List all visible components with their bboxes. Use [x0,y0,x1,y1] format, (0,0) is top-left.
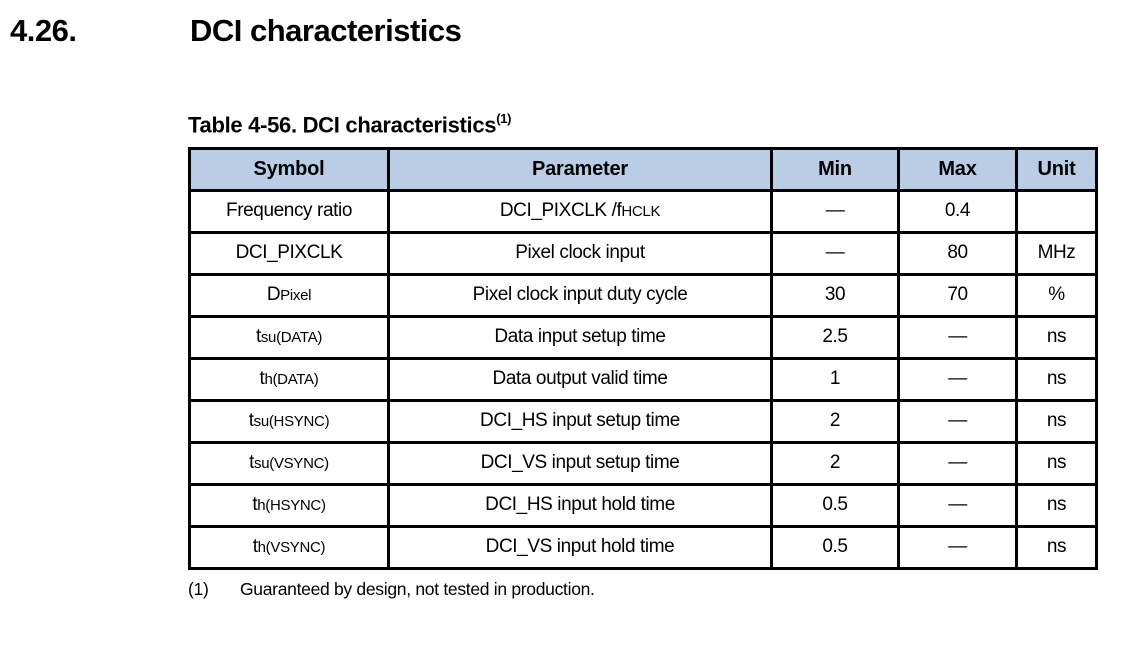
symbol-cell: th(DATA) [188,356,390,402]
table-caption: Table 4-56. DCI characteristics(1) [188,110,1136,138]
symbol-cell: Frequency ratio [188,188,390,234]
header-unit: Unit [1015,146,1098,192]
max-cell: — [897,398,1018,444]
unit-cell: ns [1015,482,1098,528]
table-row: tsu(DATA) Data input setup time 2.5 — ns [188,314,1098,360]
max-cell: — [897,524,1018,570]
unit-cell: ns [1015,440,1098,486]
symbol-cell: tsu(HSYNC) [188,398,390,444]
section-number: 4.26. [10,13,77,48]
symbol-cell: th(HSYNC) [188,482,390,528]
table-header-row: Symbol Parameter Min Max Unit [188,146,1098,192]
unit-cell: ns [1015,314,1098,360]
min-cell: 0.5 [770,524,900,570]
table-row: th(DATA) Data output valid time 1 — ns [188,356,1098,402]
header-min: Min [770,146,900,192]
parameter-cell: Pixel clock input [387,230,773,276]
max-cell: — [897,440,1018,486]
min-cell: — [770,230,900,276]
symbol-cell: tsu(VSYNC) [188,440,390,486]
symbol-cell: DCI_PIXCLK [188,230,390,276]
footnote-marker: (1) [188,578,209,599]
min-cell: 30 [770,272,900,318]
parameter-cell: Pixel clock input duty cycle [387,272,773,318]
unit-cell: ns [1015,398,1098,444]
min-cell: — [770,188,900,234]
table-row: Frequency ratio DCI_PIXCLK /fHCLK — 0.4 [188,188,1098,234]
max-cell: — [897,356,1018,402]
section-heading: 4.26. DCI characteristics [0,0,1136,49]
parameter-cell: Data input setup time [387,314,773,360]
symbol-cell: tsu(DATA) [188,314,390,360]
footnote-text: Guaranteed by design, not tested in prod… [240,578,595,599]
table-row: th(VSYNC) DCI_VS input hold time 0.5 — n… [188,524,1098,570]
table-row: th(HSYNC) DCI_HS input hold time 0.5 — n… [188,482,1098,528]
symbol-cell: th(VSYNC) [188,524,390,570]
parameter-cell: DCI_HS input setup time [387,398,773,444]
min-cell: 2.5 [770,314,900,360]
parameter-cell: Data output valid time [387,356,773,402]
parameter-cell: DCI_VS input setup time [387,440,773,486]
table-row: DPixel Pixel clock input duty cycle 30 7… [188,272,1098,318]
table-caption-footnote-ref: (1) [496,110,512,126]
header-parameter: Parameter [387,146,773,192]
unit-cell: ns [1015,356,1098,402]
min-cell: 0.5 [770,482,900,528]
unit-cell: ns [1015,524,1098,570]
max-cell: 80 [897,230,1018,276]
min-cell: 1 [770,356,900,402]
max-cell: — [897,314,1018,360]
max-cell: — [897,482,1018,528]
max-cell: 70 [897,272,1018,318]
parameter-cell: DCI_HS input hold time [387,482,773,528]
min-cell: 2 [770,398,900,444]
unit-cell [1015,188,1098,234]
page-content: Table 4-56. DCI characteristics(1) Symbo… [188,110,1136,600]
table-row: tsu(HSYNC) DCI_HS input setup time 2 — n… [188,398,1098,444]
header-max: Max [897,146,1018,192]
table-row: DCI_PIXCLK Pixel clock input — 80 MHz [188,230,1098,276]
header-symbol: Symbol [188,146,390,192]
parameter-cell: DCI_PIXCLK /fHCLK [387,188,773,234]
min-cell: 2 [770,440,900,486]
table-caption-text: Table 4-56. DCI characteristics [188,111,497,137]
table-row: tsu(VSYNC) DCI_VS input setup time 2 — n… [188,440,1098,486]
max-cell: 0.4 [897,188,1018,234]
symbol-cell: DPixel [188,272,390,318]
footnote: (1) Guaranteed by design, not tested in … [188,579,1136,600]
unit-cell: % [1015,272,1098,318]
unit-cell: MHz [1015,230,1098,276]
section-title: DCI characteristics [190,13,462,48]
dci-characteristics-table: Symbol Parameter Min Max Unit Frequency … [188,146,1098,570]
parameter-cell: DCI_VS input hold time [387,524,773,570]
